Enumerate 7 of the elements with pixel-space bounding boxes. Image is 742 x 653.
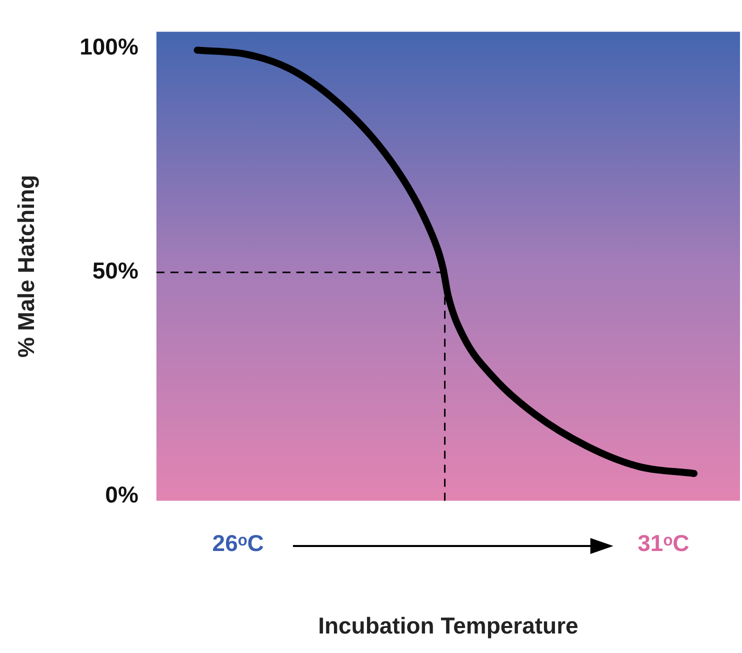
- x-tick-label: 31ᵒC: [638, 530, 690, 556]
- y-tick-label: 0%: [105, 482, 138, 508]
- y-axis-title: % Male Hatching: [13, 174, 40, 358]
- y-tick-label: 50%: [92, 258, 138, 284]
- x-axis-title: Incubation Temperature: [318, 612, 578, 639]
- y-tick-label: 100%: [80, 34, 138, 60]
- x-tick-label: 26ᵒC: [212, 530, 264, 556]
